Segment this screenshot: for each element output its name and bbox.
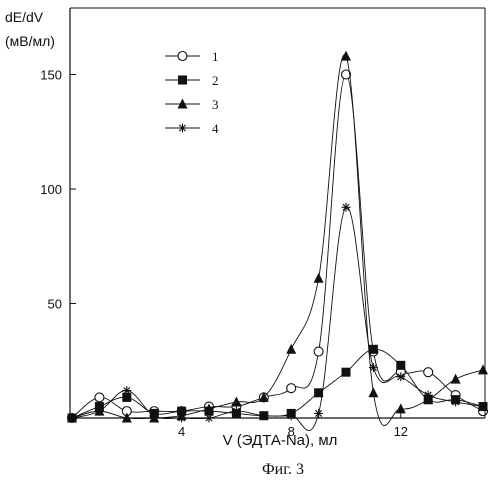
- series-4-point: [423, 390, 433, 400]
- legend-marker-1: [177, 50, 188, 62]
- y-axis-label-line1: dE/dV: [5, 9, 44, 25]
- series-2-point: [396, 360, 406, 370]
- series-3-point: [368, 387, 379, 398]
- legend-marker-3: [177, 98, 188, 109]
- series-1-point: [286, 383, 297, 394]
- series-3-point: [286, 343, 297, 354]
- series-4-line: [71, 206, 484, 431]
- x-tick-label: 8: [288, 424, 295, 439]
- series-4-point: [368, 363, 378, 373]
- series-2-point: [368, 344, 378, 354]
- series-4-point: [451, 397, 461, 407]
- series-4-point: [94, 406, 104, 416]
- series-1-point: [94, 392, 105, 403]
- series-4-point: [122, 386, 132, 396]
- series-4-point: [149, 411, 159, 421]
- y-axis-label-line2: (мВ/мл): [5, 33, 55, 49]
- x-axis-label: V (ЭДТА-Na), мл: [223, 432, 338, 449]
- legend-marker-4: [178, 123, 187, 133]
- series-3-point: [313, 272, 324, 283]
- series-2-point: [341, 367, 351, 377]
- legend-label-4: 4: [212, 121, 219, 136]
- series-1-point: [423, 367, 434, 378]
- legend-marker-2: [178, 75, 187, 85]
- series-1-point: [340, 69, 352, 80]
- series-3-point: [450, 373, 461, 384]
- series-3-point: [395, 403, 406, 414]
- series-4-point: [231, 406, 241, 416]
- series-4-point: [396, 372, 406, 382]
- series-3-point: [258, 391, 269, 402]
- series-3-point: [231, 396, 242, 407]
- series-3-line: [71, 54, 484, 426]
- x-tick-label: 12: [394, 424, 408, 439]
- series-3-point: [478, 364, 488, 375]
- series-3-point: [204, 403, 214, 414]
- series-1-point: [313, 346, 324, 357]
- series-1: [66, 69, 489, 424]
- series-3-point: [341, 50, 351, 61]
- x-tick-label: 4: [178, 424, 185, 439]
- series-2-line: [71, 348, 484, 419]
- legend-label-2: 2: [212, 73, 219, 88]
- series-2-point: [122, 392, 132, 402]
- series-4-point: [314, 408, 324, 418]
- y-tick-label: 50: [48, 297, 62, 312]
- legend-label-3: 3: [212, 97, 219, 112]
- y-tick-label: 100: [40, 182, 62, 197]
- legend-label-1: 1: [212, 49, 219, 64]
- y-tick-label: 150: [40, 68, 62, 83]
- series-1-line: [71, 74, 484, 419]
- series-2-point: [314, 388, 324, 398]
- series-4-point: [478, 402, 488, 412]
- figure-caption: Фиг. 3: [262, 461, 304, 478]
- series-4-point: [259, 411, 269, 421]
- series-4-point: [341, 202, 351, 212]
